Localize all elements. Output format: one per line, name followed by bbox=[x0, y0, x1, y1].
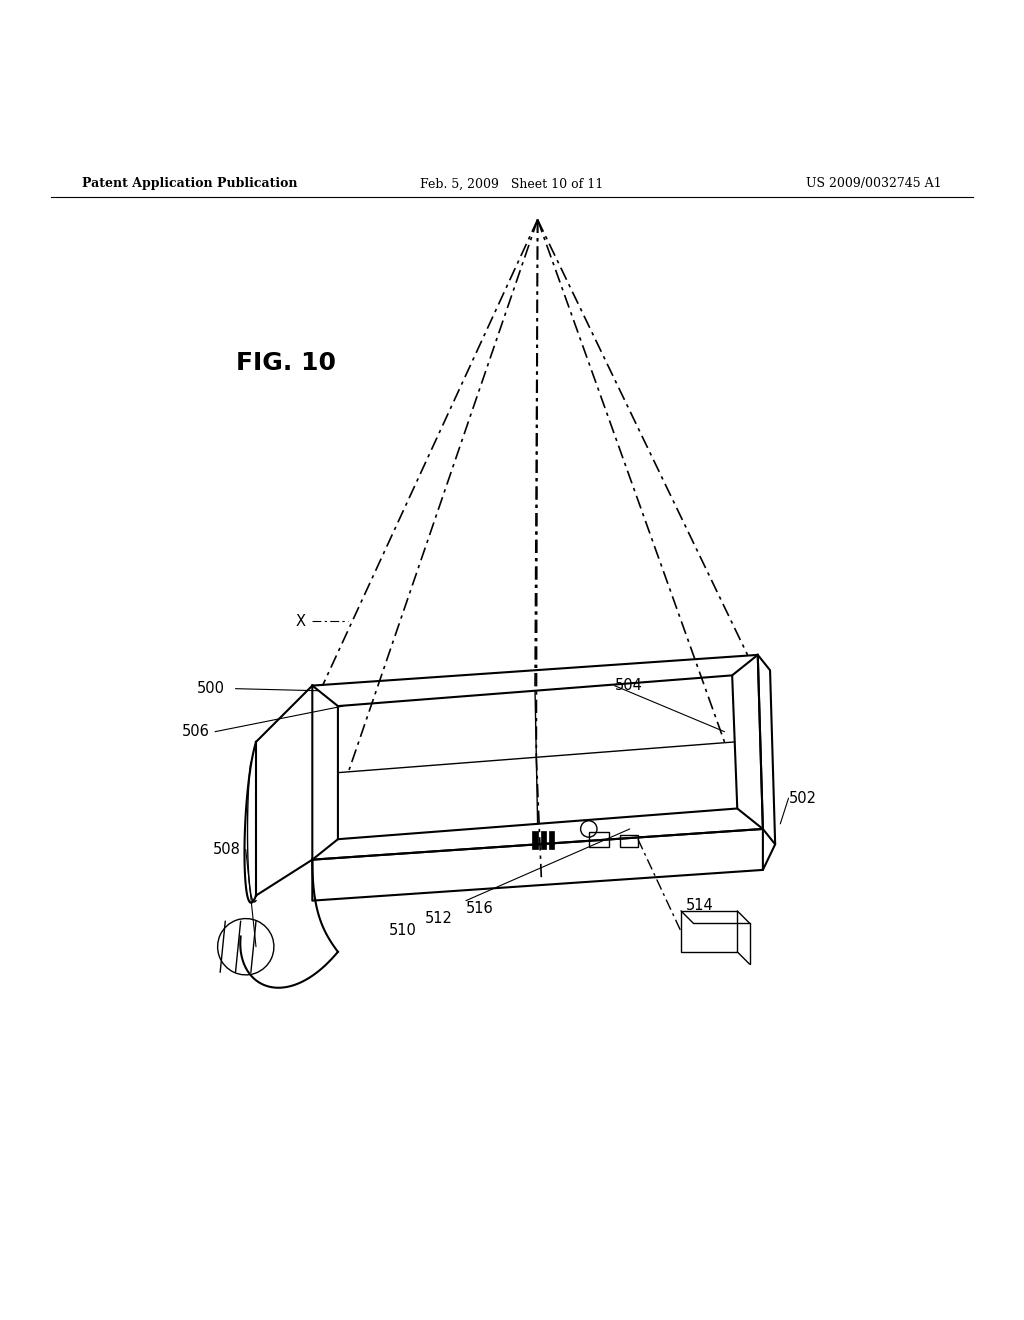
Text: US 2009/0032745 A1: US 2009/0032745 A1 bbox=[807, 177, 942, 190]
Text: 506: 506 bbox=[182, 725, 210, 739]
Bar bbox=[620, 836, 638, 847]
Bar bbox=[541, 832, 546, 850]
Text: Feb. 5, 2009   Sheet 10 of 11: Feb. 5, 2009 Sheet 10 of 11 bbox=[421, 177, 603, 190]
Text: X: X bbox=[295, 614, 305, 628]
Text: Patent Application Publication: Patent Application Publication bbox=[82, 177, 297, 190]
Text: 508: 508 bbox=[213, 842, 241, 857]
Bar bbox=[589, 832, 609, 847]
Text: 504: 504 bbox=[614, 678, 642, 693]
Text: 502: 502 bbox=[788, 791, 816, 805]
Text: 516: 516 bbox=[466, 900, 494, 916]
Text: 510: 510 bbox=[388, 923, 417, 939]
Bar bbox=[532, 832, 538, 850]
Bar bbox=[549, 832, 554, 850]
Text: 500: 500 bbox=[198, 681, 225, 696]
Text: 514: 514 bbox=[686, 898, 714, 913]
Text: 512: 512 bbox=[425, 911, 453, 925]
Text: FIG. 10: FIG. 10 bbox=[236, 351, 336, 375]
